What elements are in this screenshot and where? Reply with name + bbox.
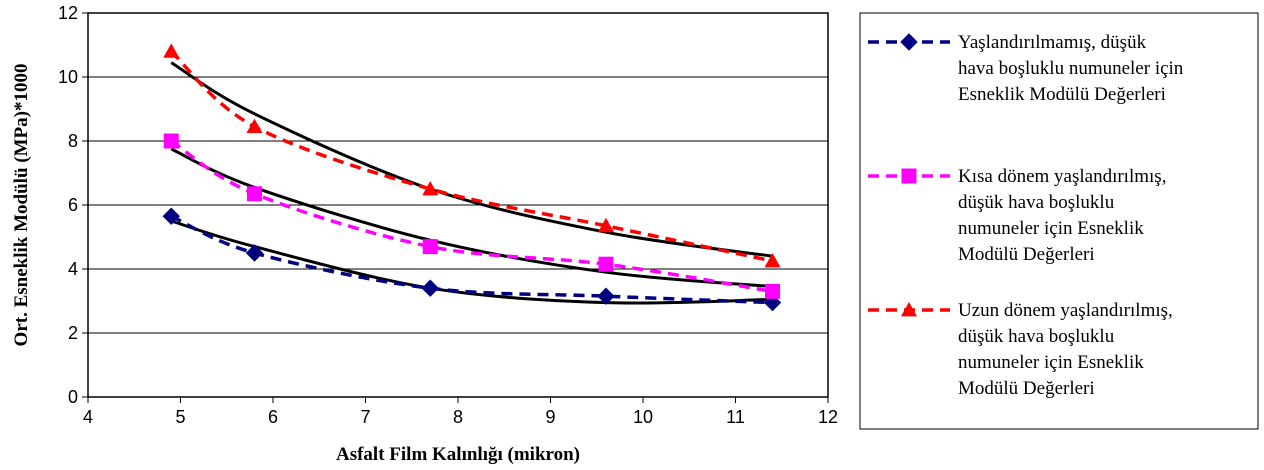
square-marker [765, 283, 780, 299]
x-tick-label: 10 [633, 407, 653, 427]
legend-label: numuneler için Esneklik [958, 352, 1144, 373]
diamond-marker [597, 287, 615, 305]
square-marker [163, 133, 179, 149]
x-tick-label: 11 [726, 407, 745, 427]
legend-label: düşük hava boşluklu [958, 192, 1115, 213]
triangle-marker [163, 43, 180, 58]
legend-box [859, 12, 1259, 430]
legend-label: Modülü Değerleri [958, 378, 1095, 399]
series-line [170, 50, 773, 263]
square-marker [247, 186, 262, 202]
y-tick-label: 10 [58, 67, 78, 87]
diamond-marker [421, 279, 439, 297]
legend-label: Esneklik Modülü Değerleri [958, 84, 1166, 105]
y-tick-label: 2 [68, 323, 78, 343]
x-axis-title: Asfalt Film Kalınlığı (mikron) [336, 444, 580, 465]
legend: Yaşlandırılmamış, düşük hava boşluklu num… [859, 12, 1259, 430]
legend-label: numuneler için Esneklik [958, 218, 1144, 239]
y-tick-label: 12 [58, 3, 78, 23]
x-tick-label: 4 [83, 407, 93, 427]
y-tick-label: 0 [68, 387, 78, 407]
y-tick-label: 8 [68, 131, 78, 151]
legend-label: Kısa dönem yaşlandırılmış, [958, 166, 1166, 187]
x-tick-label: 9 [545, 407, 555, 427]
y-axis-title: Ort. Esneklik Modülü (MPa)*1000 [11, 64, 32, 347]
legend-label: düşük hava boşluklu [958, 326, 1115, 347]
triangle-marker [764, 253, 781, 268]
triangle-marker [598, 217, 614, 233]
diamond-marker [245, 244, 264, 262]
x-tick-label: 5 [175, 407, 185, 427]
triangle-marker [422, 181, 439, 196]
legend-entries: Yaşlandırılmamış, düşük hava boşluklu num… [868, 32, 1184, 399]
grid-lines [88, 76, 828, 334]
diamond-marker [900, 33, 918, 51]
x-tick-label: 6 [268, 407, 278, 427]
legend-label: hava boşluklu numuneler için [958, 58, 1184, 79]
triangle-marker [901, 302, 917, 317]
axes: 0 2 4 6 8 10 12 4 5 6 7 8 9 10 11 12 [58, 3, 838, 427]
data-series [162, 43, 782, 312]
y-tick-label: 6 [68, 195, 78, 215]
x-tick-label: 7 [360, 407, 370, 427]
legend-label: Uzun dönem yaşlandırılmış, [958, 300, 1173, 321]
x-tick-label: 12 [818, 407, 838, 427]
diamond-marker [162, 207, 180, 225]
legend-label: Yaşlandırılmamış, düşük [958, 32, 1147, 53]
triangle-marker [246, 118, 263, 133]
square-marker [901, 168, 917, 184]
series-line [170, 139, 773, 294]
x-tick-label: 8 [453, 407, 463, 427]
y-tick-label: 4 [68, 259, 78, 279]
square-marker [422, 239, 438, 255]
square-marker [598, 256, 614, 272]
legend-label: Modülü Değerleri [958, 244, 1095, 265]
